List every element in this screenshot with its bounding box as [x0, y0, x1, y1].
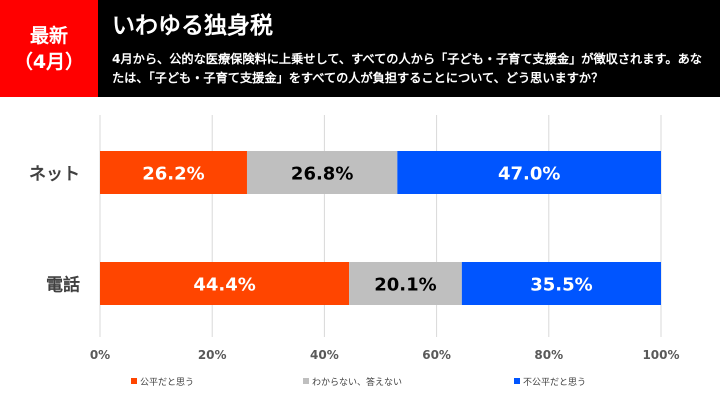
legend-swatch [131, 378, 137, 384]
bar-segment [246, 151, 398, 194]
data-label: 26.8% [291, 164, 353, 185]
bar-segment [100, 151, 247, 194]
latest-badge: 最新 （4月） [0, 0, 98, 97]
bar-segment [349, 262, 462, 305]
chart-canvas: 26.2% 26.8% 47.0% ネット 44.4% 20.1% 35.5% 電話 0% 20%… [29, 115, 680, 388]
legend-label: 不公平だと思う [523, 377, 586, 388]
x-tick-label: 80% [534, 348, 563, 362]
legend-label: わからない、答えない [312, 376, 402, 388]
header-bar: 最新 （4月） いわゆる独身税 4月から、公的な医療保険料に上乗せして、すべての… [0, 0, 720, 97]
x-tick-label: 40% [310, 348, 339, 362]
data-label: 20.1% [374, 275, 436, 296]
bar-segment [100, 262, 350, 305]
badge-month: （4月） [13, 50, 85, 73]
headline: いわゆる独身税 [112, 13, 273, 39]
data-label: 26.2% [142, 164, 204, 185]
x-tick-label: 60% [422, 348, 451, 362]
x-tick-label: 100% [642, 348, 679, 362]
legend-label: 公平だと思う [140, 377, 194, 388]
x-tick-label: 0% [90, 348, 110, 362]
stacked-bar-chart: 26.2% 26.8% 47.0% ネット 44.4% 20.1% 35.5% 電話 0% 20%… [0, 97, 720, 405]
data-label: 47.0% [498, 164, 560, 185]
bar-segment [397, 151, 661, 194]
survey-question: 4月から、公的な医療保険料に上乗せして、すべての人から「子ども・子育て支援金」が… [112, 52, 702, 85]
data-label: 44.4% [193, 275, 255, 296]
data-label: 35.5% [530, 275, 592, 296]
legend-swatch [514, 378, 520, 384]
legend-swatch [303, 378, 309, 384]
x-tick-label: 20% [198, 348, 227, 362]
bar-segment [461, 262, 661, 305]
category-label: 電話 [46, 275, 80, 296]
category-label: ネット [29, 165, 80, 185]
badge-label: 最新 [29, 24, 68, 47]
